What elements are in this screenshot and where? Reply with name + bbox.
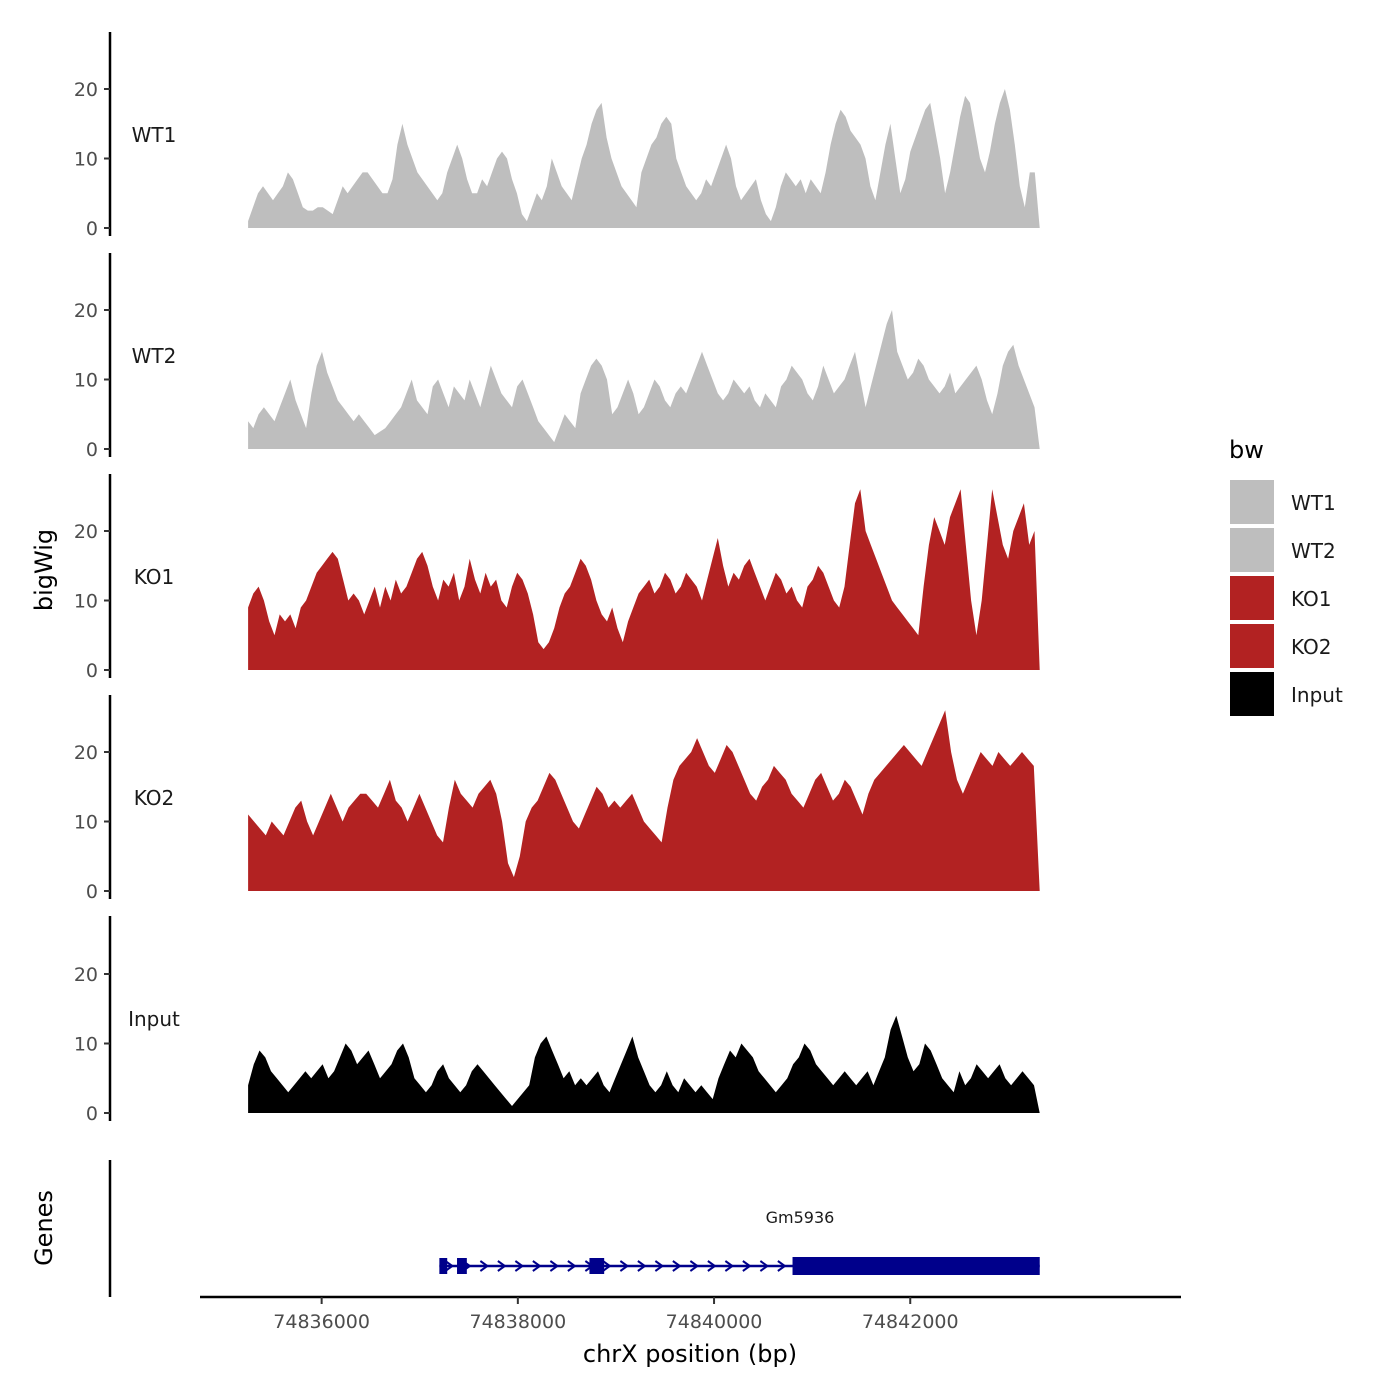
y-tick-label: 0: [86, 660, 98, 682]
track-label: KO1: [134, 565, 175, 589]
track-input: 0 10 20 Input: [74, 916, 1040, 1125]
track-wt2: 0 10 20 WT2: [74, 253, 1040, 461]
legend: bw WT1 WT2 KO1 KO2 Input: [1229, 436, 1343, 716]
strand-arrow: [532, 1260, 542, 1272]
x-tick-label: 74842000: [862, 1311, 959, 1333]
y-tick-label: 0: [86, 881, 98, 903]
x-tick-label: 74838000: [469, 1311, 566, 1333]
track-label: WT1: [132, 123, 177, 147]
legend-swatch-input: [1230, 672, 1274, 716]
strand-arrow: [619, 1260, 630, 1272]
legend-swatch-wt1: [1230, 480, 1274, 524]
y-tick-label: 10: [74, 149, 98, 171]
area-input: [248, 1015, 1040, 1113]
legend-swatch-ko1: [1230, 576, 1274, 620]
signal-tracks: 0 10 20 WT1 0 10 20 WT2 0 10 20 KO1 0 10 20 KO2 0 10 20 Inp…: [74, 32, 1040, 1125]
y-tick-label: 20: [74, 79, 98, 101]
y-axis-title: bigWig: [30, 529, 58, 611]
legend-swatch-wt2: [1230, 528, 1274, 572]
y-tick-label: 10: [74, 1034, 98, 1056]
y-tick-label: 20: [74, 964, 98, 986]
track-ko1: 0 10 20 KO1: [74, 474, 1040, 682]
track-ko2: 0 10 20 KO2: [74, 695, 1040, 903]
gene-exon: [457, 1258, 467, 1274]
legend-title: bw: [1229, 436, 1264, 464]
y-tick-label: 0: [86, 218, 98, 240]
strand-arrow: [514, 1260, 525, 1272]
y-tick-label: 20: [74, 521, 98, 543]
legend-swatch-ko2: [1230, 624, 1274, 668]
track-label: KO2: [134, 786, 175, 810]
track-wt1: 0 10 20 WT1: [74, 32, 1040, 240]
area-ko1: [248, 489, 1040, 670]
strand-arrow: [689, 1260, 700, 1272]
gene-exon: [792, 1257, 1040, 1275]
strand-arrow: [759, 1260, 770, 1272]
legend-label-wt2: WT2: [1291, 539, 1336, 563]
strand-arrow: [654, 1260, 665, 1272]
gene-exon: [589, 1258, 605, 1274]
strand-arrow: [742, 1260, 752, 1272]
x-tick-label: 74836000: [273, 1311, 370, 1333]
y-tick-label: 0: [86, 439, 98, 461]
strand-arrow: [549, 1260, 560, 1272]
gene-name-label: Gm5936: [766, 1208, 835, 1227]
strand-arrow: [637, 1260, 647, 1272]
genes-axis-title: Genes: [30, 1190, 58, 1266]
strand-arrow: [602, 1260, 612, 1272]
y-tick-label: 10: [74, 370, 98, 392]
strand-arrow: [444, 1260, 455, 1272]
y-tick-label: 10: [74, 591, 98, 613]
legend-label-ko1: KO1: [1291, 587, 1332, 611]
legend-label-ko2: KO2: [1291, 635, 1332, 659]
strand-arrow: [707, 1260, 717, 1272]
strand-arrow: [777, 1260, 787, 1272]
area-ko2: [248, 710, 1040, 891]
strand-arrow: [724, 1260, 735, 1272]
x-tick-label: 74840000: [666, 1311, 763, 1333]
area-wt1: [248, 89, 1040, 228]
y-tick-label: 20: [74, 742, 98, 764]
strand-arrow: [479, 1260, 490, 1272]
track-label: WT2: [132, 344, 177, 368]
legend-label-input: Input: [1291, 683, 1343, 707]
x-axis: 74836000 74838000 74840000 74842000: [200, 1295, 1181, 1333]
strand-arrow: [567, 1260, 577, 1272]
track-label: Input: [128, 1007, 180, 1031]
gene-track: Gm5936: [108, 1160, 1040, 1297]
y-tick-label: 10: [74, 812, 98, 834]
legend-label-wt1: WT1: [1291, 491, 1336, 515]
y-tick-label: 20: [74, 300, 98, 322]
gene-exon: [439, 1258, 448, 1274]
x-axis-title: chrX position (bp): [583, 1340, 797, 1368]
strand-arrow: [497, 1260, 507, 1272]
y-tick-label: 0: [86, 1103, 98, 1125]
strand-arrow: [672, 1260, 682, 1272]
area-wt2: [248, 310, 1040, 449]
